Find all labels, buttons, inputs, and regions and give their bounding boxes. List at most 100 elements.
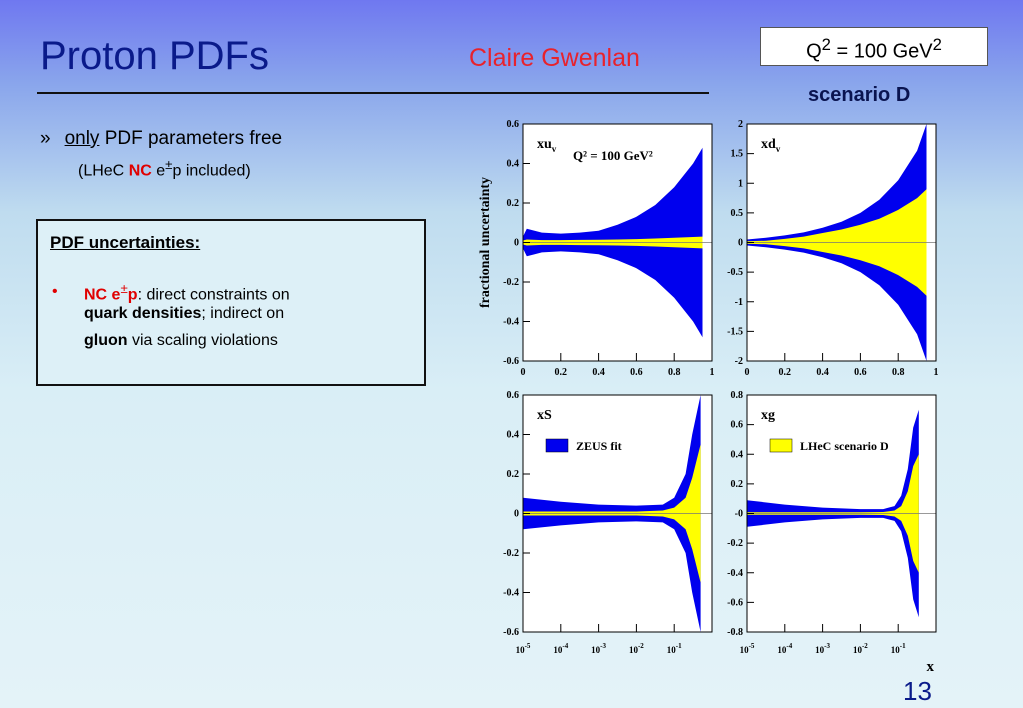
x-axis-title: x xyxy=(927,659,935,675)
box-heading: PDF uncertainties: xyxy=(50,233,201,252)
y-tick-label: 0 xyxy=(514,509,519,520)
y-tick-label: 2 xyxy=(738,119,743,130)
x-tick-label: 10-4 xyxy=(777,642,792,655)
panel-label: xg xyxy=(761,408,775,423)
y-tick-label: 0 xyxy=(514,238,519,249)
y-tick-label: 0.8 xyxy=(731,390,744,401)
bullet-subline: (LHeC NC e±p included) xyxy=(78,157,251,180)
x-tick-label: 0.6 xyxy=(854,367,867,378)
sub-mid: e xyxy=(151,162,166,180)
title-underline xyxy=(37,92,709,94)
slide-title: Proton PDFs xyxy=(40,34,269,78)
panel-label: xuv xyxy=(537,137,557,154)
legend-swatch xyxy=(769,438,793,453)
x-tick-label: 10-1 xyxy=(667,642,682,655)
box-p: p xyxy=(127,286,138,304)
x-tick-label: 0 xyxy=(745,367,750,378)
sub-post: p included) xyxy=(172,162,251,180)
legend-label: ZEUS fit xyxy=(576,439,622,453)
page-number: 13 xyxy=(903,676,932,706)
box-l1-rest: : direct constraints on xyxy=(137,286,290,304)
bullet-marker: » xyxy=(40,128,51,149)
sub-pm: ± xyxy=(165,157,173,172)
y-tick-label: -0.4 xyxy=(727,568,743,579)
y-tick-label: -1 xyxy=(735,297,743,308)
y-axis-title: fractional uncertainty xyxy=(478,177,493,308)
q2-q: Q xyxy=(806,40,822,63)
y-tick-label: -0.2 xyxy=(727,538,743,549)
x-tick-label: 0.4 xyxy=(816,367,829,378)
x-tick-label: 10-4 xyxy=(553,642,568,655)
bullet-params: » only PDF parameters free xyxy=(40,128,282,150)
box-l3-bold: gluon xyxy=(84,332,128,349)
panel-label: xS xyxy=(537,408,552,423)
box-l2-bold: quark densities xyxy=(84,305,202,322)
x-tick-label: 10-3 xyxy=(815,642,830,655)
x-tick-label: 0.2 xyxy=(555,367,568,378)
x-tick-label: 0.2 xyxy=(779,367,792,378)
x-tick-label: 10-5 xyxy=(516,642,531,655)
x-tick-label: 10-3 xyxy=(591,642,606,655)
box-l3-rest: via scaling violations xyxy=(127,332,278,349)
q2-box: Q2 = 100 GeV2 xyxy=(760,27,988,66)
box-bullet: • xyxy=(52,283,58,300)
legend-label: LHeC scenario D xyxy=(800,439,889,453)
y-tick-label: -0.6 xyxy=(727,597,743,608)
y-tick-label: 0.2 xyxy=(507,469,520,480)
q2-mid: = 100 GeV xyxy=(830,40,933,63)
y-tick-label: -0 xyxy=(735,509,743,520)
y-tick-label: 1.5 xyxy=(731,149,744,160)
q2-sup: 2 xyxy=(821,35,831,54)
bullet-only: only xyxy=(64,128,100,149)
q2-sup2: 2 xyxy=(932,35,942,54)
x-tick-label: 10-2 xyxy=(853,642,868,655)
x-tick-label: 10-1 xyxy=(891,642,906,655)
box-line-2: quark densities; indirect on xyxy=(84,305,284,323)
panel-label: xdv xyxy=(761,137,781,154)
scenario-label: scenario D xyxy=(808,84,911,106)
author-name: Claire Gwenlan xyxy=(469,44,640,72)
x-tick-label: 0.8 xyxy=(668,367,681,378)
x-tick-label: 10-5 xyxy=(740,642,755,655)
y-tick-label: -0.2 xyxy=(503,277,519,288)
sub-pre: (LHeC xyxy=(78,162,129,180)
x-tick-label: 1 xyxy=(934,367,939,378)
y-tick-label: 0.6 xyxy=(507,390,520,401)
y-tick-label: 0.6 xyxy=(507,119,520,130)
box-line-3: gluon via scaling violations xyxy=(84,332,278,350)
y-tick-label: 0 xyxy=(738,238,743,249)
y-tick-label: 0.4 xyxy=(507,430,520,441)
y-tick-label: -2 xyxy=(735,356,743,367)
y-tick-label: 0.2 xyxy=(507,198,520,209)
y-tick-label: -1.5 xyxy=(727,326,743,337)
x-tick-label: 10-2 xyxy=(629,642,644,655)
q2-inset-label: Q² = 100 GeV² xyxy=(573,148,653,163)
y-tick-label: -0.4 xyxy=(503,588,519,599)
y-tick-label: 0.6 xyxy=(731,420,744,431)
box-line-1: NC e±p: direct constraints on xyxy=(84,281,290,304)
y-tick-label: -0.4 xyxy=(503,317,519,328)
x-tick-label: 0 xyxy=(521,367,526,378)
x-tick-label: 1 xyxy=(710,367,715,378)
box-nc: NC e xyxy=(84,286,121,304)
y-tick-label: 0.5 xyxy=(731,208,744,219)
box-pm: ± xyxy=(120,281,128,296)
x-tick-label: 0.8 xyxy=(892,367,905,378)
y-tick-label: -0.6 xyxy=(503,356,519,367)
x-tick-label: 0.6 xyxy=(630,367,643,378)
bullet-rest: PDF parameters free xyxy=(99,128,283,149)
y-tick-label: -0.6 xyxy=(503,627,519,638)
box-l2-rest: ; indirect on xyxy=(201,305,285,322)
legend-swatch xyxy=(545,438,569,453)
y-tick-label: 0.2 xyxy=(731,479,744,490)
y-tick-label: -0.2 xyxy=(503,548,519,559)
y-tick-label: -0.8 xyxy=(727,627,743,638)
sub-nc: NC xyxy=(128,162,152,180)
x-tick-label: 0.4 xyxy=(592,367,605,378)
y-tick-label: 0.4 xyxy=(731,449,744,460)
y-tick-label: -0.5 xyxy=(727,267,743,278)
y-tick-label: 1 xyxy=(738,178,743,189)
uncertainties-box: PDF uncertainties: • NC e±p: direct cons… xyxy=(36,219,426,386)
y-tick-label: 0.4 xyxy=(507,159,520,170)
